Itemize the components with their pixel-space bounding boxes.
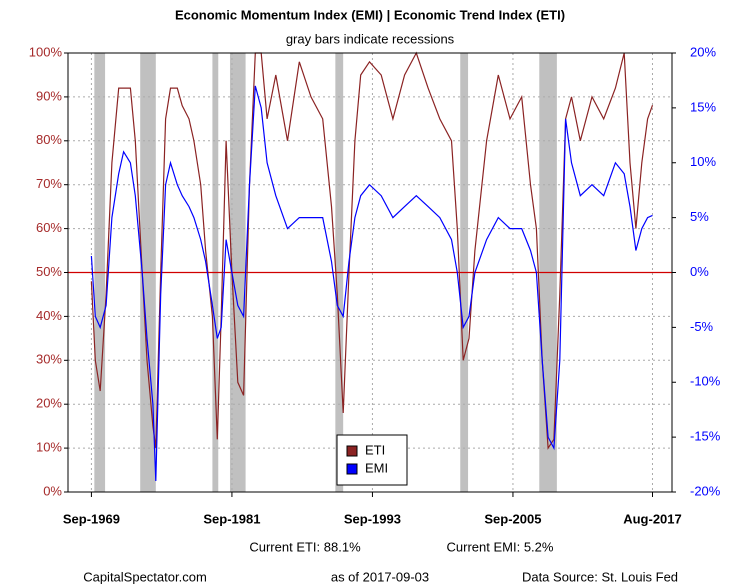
x-tick-label: Sep-1969: [63, 511, 120, 526]
x-tick-label: Sep-1993: [344, 511, 401, 526]
y2-tick-label: -15%: [690, 429, 721, 444]
y-tick-label: 90%: [36, 88, 62, 103]
legend-box: [336, 434, 408, 486]
x-tick-label: Aug-2017: [623, 511, 682, 526]
y-tick-label: 30%: [36, 352, 62, 367]
annotation: CapitalSpectator.com: [83, 569, 207, 584]
legend-swatch: [346, 463, 358, 475]
y2-tick-label: 5%: [690, 209, 709, 224]
legend-label: EMI: [365, 460, 388, 475]
annotation: Data Source: St. Louis Fed: [522, 569, 678, 584]
plot-frame: [67, 52, 673, 493]
y-tick-label: 50%: [36, 264, 62, 279]
legend-swatch: [346, 445, 358, 457]
x-tick-label: Sep-1981: [203, 511, 260, 526]
annotation: Current EMI: 5.2%: [447, 539, 554, 554]
x-tick-label: Sep-2005: [484, 511, 541, 526]
y-tick-label: 60%: [36, 220, 62, 235]
series-line: [90, 51, 654, 450]
y2-tick-label: 20%: [690, 44, 716, 59]
y2-tick-label: -10%: [690, 374, 721, 389]
y2-tick-label: -5%: [690, 319, 714, 334]
series-line: [90, 85, 653, 482]
y2-tick-label: 0%: [690, 264, 709, 279]
y2-tick-label: 10%: [690, 154, 716, 169]
legend-label: ETI: [365, 442, 385, 457]
annotation: as of 2017-09-03: [331, 569, 429, 584]
y2-tick-label: -20%: [690, 483, 721, 498]
y-tick-label: 0%: [43, 483, 62, 498]
y-tick-label: 80%: [36, 132, 62, 147]
y-tick-label: 20%: [36, 396, 62, 411]
chart-title: Economic Momentum Index (EMI) | Economic…: [175, 7, 565, 22]
y-tick-label: 40%: [36, 308, 62, 323]
annotation: Current ETI: 88.1%: [249, 539, 361, 554]
y-tick-label: 70%: [36, 176, 62, 191]
y-tick-label: 100%: [29, 44, 63, 59]
chart-subtitle: gray bars indicate recessions: [286, 31, 455, 46]
y-tick-label: 10%: [36, 440, 62, 455]
y2-tick-label: 15%: [690, 99, 716, 114]
